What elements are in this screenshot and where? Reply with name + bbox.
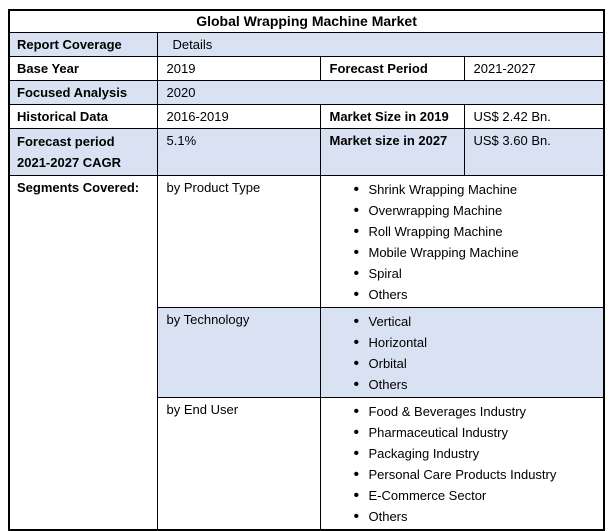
market-size-2019-label: Market Size in 2019 (319, 104, 465, 129)
segment-group-technology: by Technology (156, 307, 321, 398)
report-coverage-row: Report Coverage Details (8, 32, 605, 57)
forecast-cagr-label: Forecast period 2021-2027 CAGR (8, 128, 158, 176)
historical-data-label: Historical Data (8, 104, 158, 129)
segment-item: Pharmaceutical Industry (354, 422, 596, 443)
title-row: Global Wrapping Machine Market (8, 9, 605, 33)
forecast-cagr-row: Forecast period 2021-2027 CAGR 5.1% Mark… (8, 128, 605, 176)
base-year-label: Base Year (8, 56, 158, 81)
focused-analysis-label: Focused Analysis (8, 80, 158, 105)
forecast-period-value: 2021-2027 (463, 56, 605, 81)
segment-item: Orbital (354, 353, 596, 374)
market-size-2019-value: US$ 2.42 Bn. (463, 104, 605, 129)
segment-item: Others (354, 374, 596, 395)
segment-item: Mobile Wrapping Machine (354, 242, 596, 263)
segment-group-product-type: by Product Type (156, 175, 321, 308)
segment-items-end-user-cell: Food & Beverages IndustryPharmaceutical … (319, 397, 605, 531)
base-year-row: Base Year 2019 Forecast Period 2021-2027 (8, 56, 605, 81)
segment-item: Food & Beverages Industry (354, 401, 596, 422)
segment-item: Vertical (354, 311, 596, 332)
segment-item: Roll Wrapping Machine (354, 221, 596, 242)
segment-items-end-user: Food & Beverages IndustryPharmaceutical … (330, 400, 596, 527)
segment-item: Packaging Industry (354, 443, 596, 464)
segment-item: E-Commerce Sector (354, 485, 596, 506)
segment-item: Spiral (354, 263, 596, 284)
report-coverage-value: Details (156, 32, 605, 57)
focused-analysis-value: 2020 (156, 80, 605, 105)
historical-data-row: Historical Data 2016-2019 Market Size in… (8, 104, 605, 129)
segment-items-product-type: Shrink Wrapping MachineOverwrapping Mach… (330, 178, 596, 305)
report-coverage-label: Report Coverage (8, 32, 158, 57)
segments-product-type-row: Segments Covered: by Product Type Shrink… (8, 175, 605, 531)
market-size-2027-value: US$ 3.60 Bn. (463, 128, 605, 176)
segment-items-technology-cell: VerticalHorizontalOrbitalOthers (319, 307, 605, 398)
forecast-cagr-value: 5.1% (156, 128, 321, 176)
segments-covered-label: Segments Covered: (8, 175, 158, 531)
page: { "table": { "title": "Global Wrapping M… (0, 0, 614, 511)
forecast-period-label: Forecast Period (319, 56, 465, 81)
segments-technology-row: by Technology VerticalHorizontalOrbitalO… (9, 307, 605, 398)
segment-group-end-user: by End User (156, 397, 321, 531)
market-size-2027-label: Market size in 2027 (319, 128, 465, 176)
segment-item: Shrink Wrapping Machine (354, 179, 596, 200)
historical-data-value: 2016-2019 (156, 104, 321, 129)
segment-item: Personal Care Products Industry (354, 464, 596, 485)
market-report-table: Global Wrapping Machine Market Report Co… (8, 9, 606, 531)
segment-item: Others (354, 284, 596, 305)
segment-items-product-type-cell: Shrink Wrapping MachineOverwrapping Mach… (319, 175, 605, 308)
focused-analysis-row: Focused Analysis 2020 (8, 80, 605, 105)
table-title: Global Wrapping Machine Market (8, 9, 605, 33)
segment-item: Horizontal (354, 332, 596, 353)
segment-item: Others (354, 506, 596, 527)
base-year-value: 2019 (156, 56, 321, 81)
segment-items-technology: VerticalHorizontalOrbitalOthers (330, 310, 596, 395)
segments-end-user-row: by End User Food & Beverages IndustryPha… (9, 397, 605, 531)
segment-item: Overwrapping Machine (354, 200, 596, 221)
